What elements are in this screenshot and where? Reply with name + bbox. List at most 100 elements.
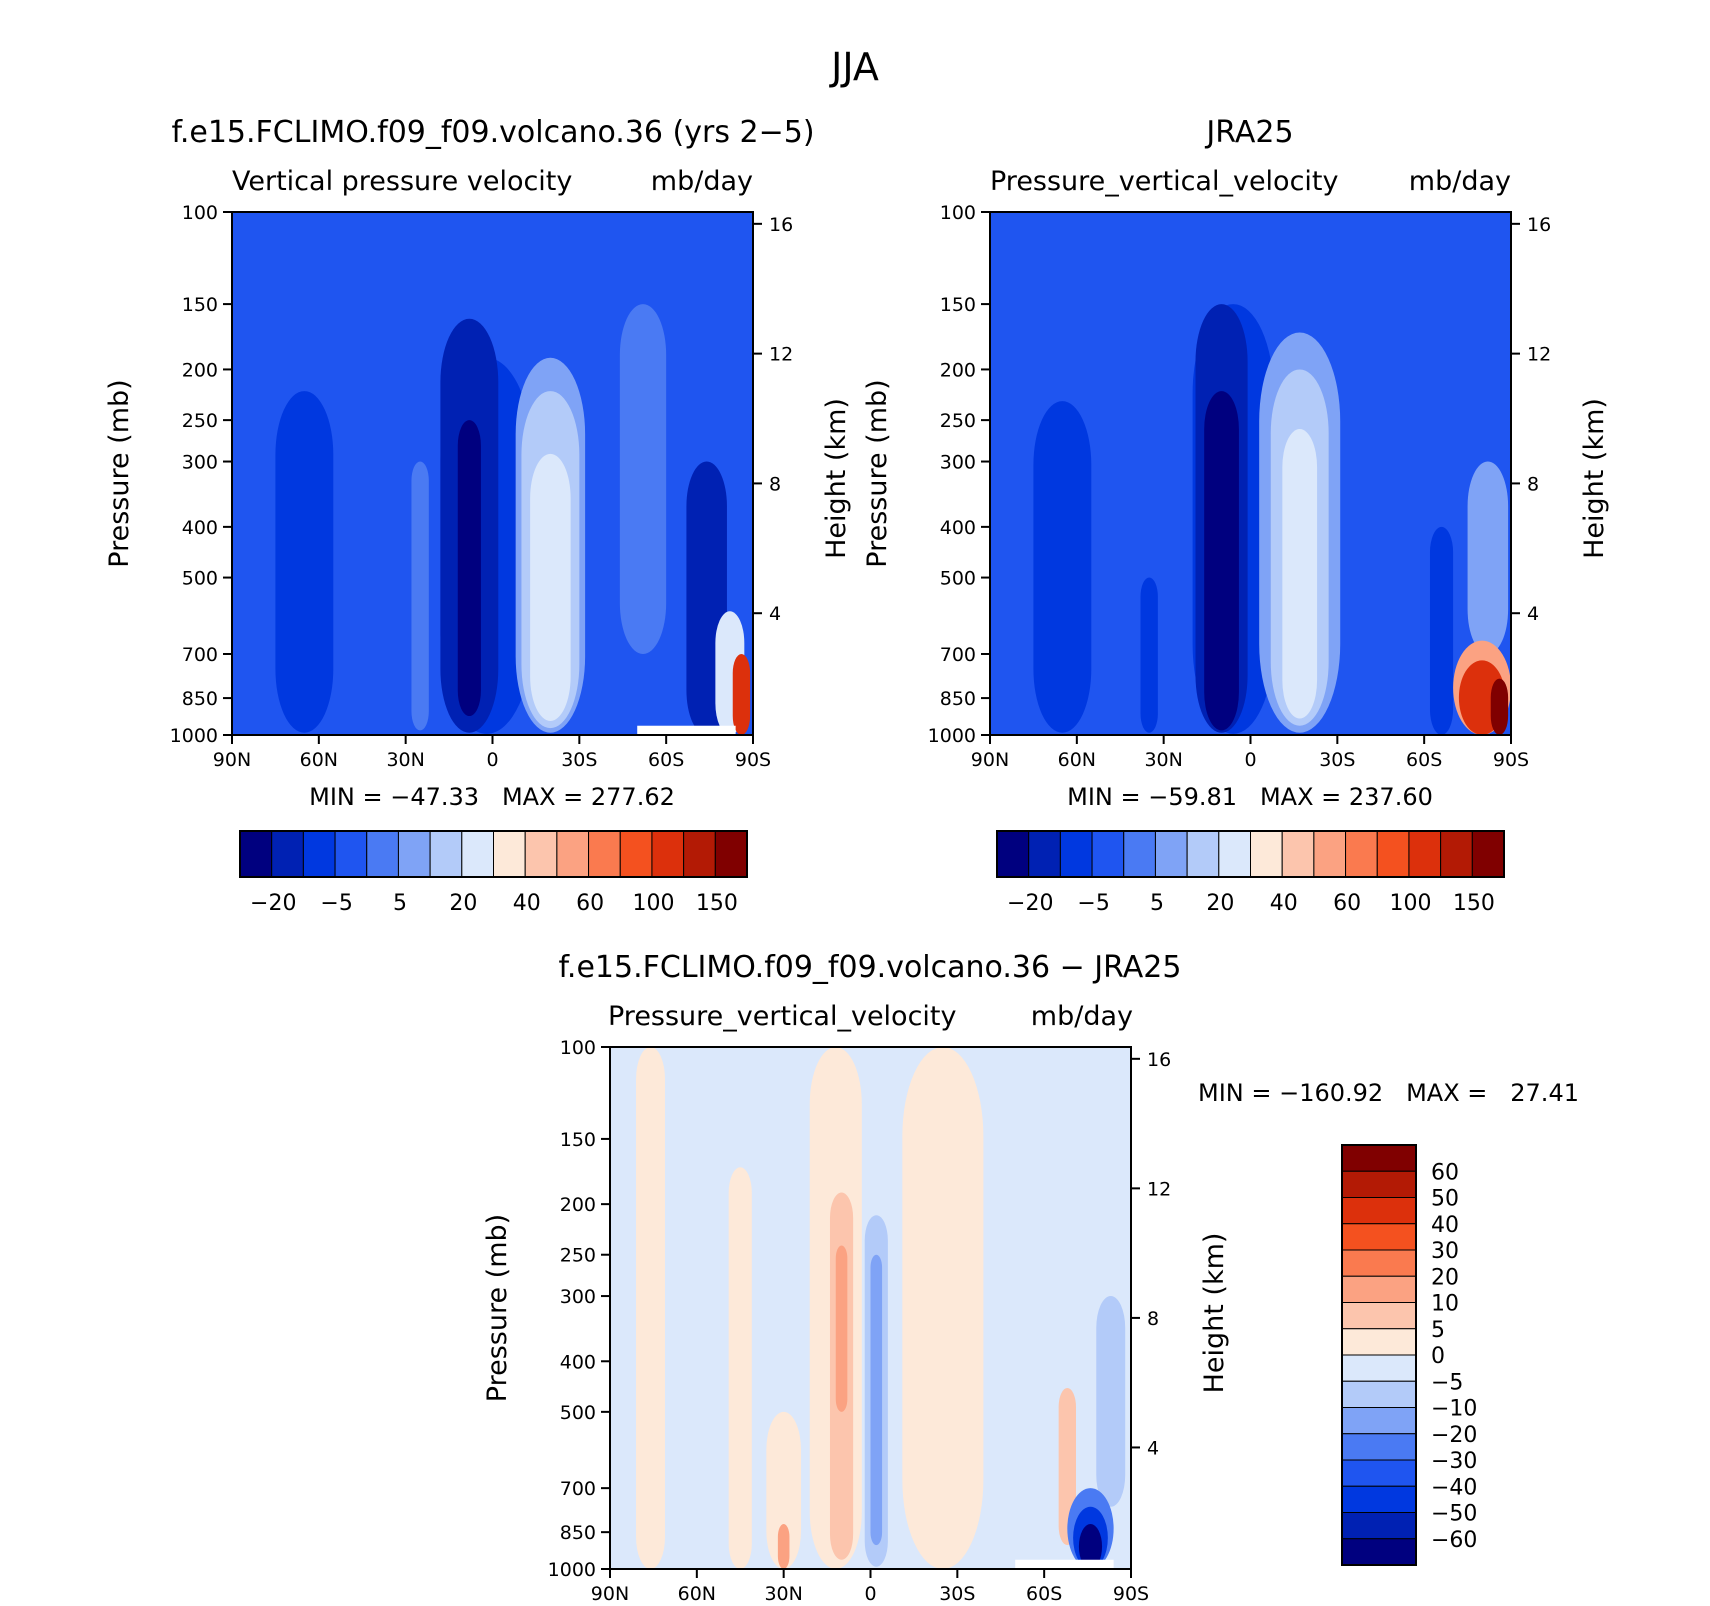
y-tick-label: 700 bbox=[182, 644, 218, 666]
contour-band-1 bbox=[1140, 577, 1158, 733]
colorbar-box bbox=[1313, 830, 1347, 878]
missing-data-area bbox=[1015, 1559, 1114, 1569]
colorbar-label: 40 bbox=[1431, 1213, 1459, 1238]
colorbar-label: 60 bbox=[1333, 891, 1361, 916]
colorbar-box bbox=[1341, 1433, 1417, 1461]
contour-band-9 bbox=[902, 1047, 984, 1569]
y-tick-label: 100 bbox=[560, 1037, 596, 1059]
x-tick-label: 60N bbox=[1058, 749, 1096, 771]
y-tick-label: 500 bbox=[182, 568, 218, 590]
contour-band-12 bbox=[1490, 678, 1509, 735]
contour-band-0 bbox=[636, 1047, 665, 1569]
y-axis-label: Pressure (mb) bbox=[104, 379, 135, 567]
colorbar-label: 5 bbox=[393, 891, 407, 916]
colorbar-label: −50 bbox=[1431, 1502, 1477, 1527]
x-tick-label: 60N bbox=[300, 749, 338, 771]
y-tick-label: 850 bbox=[560, 1522, 596, 1544]
colorbar-label: −20 bbox=[1007, 891, 1053, 916]
colorbar-box bbox=[429, 830, 463, 878]
colorbar-box bbox=[1341, 1302, 1417, 1330]
colorbar-label: 60 bbox=[1431, 1160, 1459, 1185]
panel-obs-stats: MIN = −59.81 MAX = 237.60 bbox=[1067, 783, 1433, 811]
height-axis-label: Height (km) bbox=[1579, 398, 1610, 559]
height-tick-label: 16 bbox=[1147, 1049, 1171, 1071]
colorbar-label: 30 bbox=[1431, 1239, 1459, 1264]
height-tick-label: 8 bbox=[1147, 1308, 1159, 1330]
x-tick-label: 30S bbox=[1319, 749, 1355, 771]
colorbar-box bbox=[302, 830, 336, 878]
contour-band-1 bbox=[728, 1167, 752, 1569]
colorbar-label: 0 bbox=[1431, 1344, 1445, 1369]
y-axis-label: Pressure (mb) bbox=[482, 1214, 513, 1402]
colorbar-box bbox=[1341, 1144, 1417, 1172]
y-tick-label: 400 bbox=[182, 517, 218, 539]
y-tick-label: 700 bbox=[940, 644, 976, 666]
panel-diff-units: mb/day bbox=[1031, 1001, 1133, 1032]
contour-band-4 bbox=[457, 420, 481, 717]
colorbar-label: −20 bbox=[250, 891, 296, 916]
x-tick-label: 0 bbox=[486, 749, 498, 771]
colorbar-label: −20 bbox=[1431, 1423, 1477, 1448]
colorbar-box bbox=[556, 830, 590, 878]
colorbar-box bbox=[651, 830, 685, 878]
colorbar-model: −20 −5 5 20 40 60 100 150 bbox=[239, 830, 748, 916]
colorbar-box bbox=[1345, 830, 1378, 878]
contour-band-14 bbox=[1078, 1524, 1103, 1569]
colorbar-box bbox=[1471, 830, 1505, 878]
contour-band-0 bbox=[1033, 401, 1092, 733]
y-tick-label: 100 bbox=[182, 202, 218, 224]
contour-band-11 bbox=[1096, 1296, 1126, 1507]
y-tick-label: 250 bbox=[182, 410, 218, 432]
colorbar-box bbox=[1341, 1354, 1417, 1382]
colorbar-box bbox=[1376, 830, 1410, 878]
colorbar-label: 150 bbox=[1453, 891, 1495, 916]
x-tick-label: 90N bbox=[213, 749, 251, 771]
colorbar-box bbox=[271, 830, 304, 878]
colorbar-box bbox=[996, 830, 1030, 878]
colorbar-box bbox=[1218, 830, 1251, 878]
y-tick-label: 150 bbox=[182, 294, 218, 316]
colorbar-label: −30 bbox=[1431, 1449, 1477, 1474]
contour-field-diff bbox=[610, 1047, 1131, 1569]
panel-obs-title: JRA25 bbox=[1204, 115, 1293, 150]
panel-diff: f.e15.FCLIMO.f09_f09.volcano.36 − JRA25 … bbox=[482, 950, 1579, 1605]
colorbar-label: 5 bbox=[1150, 891, 1164, 916]
height-tick-label: 8 bbox=[1527, 473, 1539, 495]
y-tick-label: 850 bbox=[182, 688, 218, 710]
y-tick-label: 500 bbox=[560, 1402, 596, 1424]
panel-obs-units: mb/day bbox=[1409, 166, 1511, 197]
contour-band-9 bbox=[1467, 461, 1509, 654]
axes-obs: 100 150 200 250 300 400 500 700 850 1000 Pressure … bbox=[862, 202, 1610, 771]
colorbar-label: 10 bbox=[1431, 1292, 1459, 1317]
colorbar-box bbox=[1028, 830, 1061, 878]
panel-model-variable: Vertical pressure velocity bbox=[232, 166, 572, 197]
x-tick-label: 30N bbox=[1144, 749, 1182, 771]
colorbar-label: 40 bbox=[1270, 891, 1298, 916]
contour-band-2 bbox=[766, 1411, 802, 1569]
colorbar-box bbox=[239, 830, 273, 878]
colorbar-box bbox=[1341, 1512, 1417, 1540]
colorbar-box bbox=[1123, 830, 1156, 878]
contour-band-4 bbox=[1204, 391, 1239, 731]
y-axis-label: Pressure (mb) bbox=[862, 379, 893, 567]
colorbar-box bbox=[1059, 830, 1093, 878]
x-tick-label: 90N bbox=[971, 749, 1009, 771]
height-tick-label: 8 bbox=[769, 473, 781, 495]
colorbar-label: −5 bbox=[1077, 891, 1109, 916]
missing-data-area bbox=[637, 725, 736, 735]
colorbar-label: 60 bbox=[576, 891, 604, 916]
panel-diff-variable: Pressure_vertical_velocity bbox=[608, 1001, 957, 1032]
colorbar-box bbox=[683, 830, 716, 878]
panel-model: f.e15.FCLIMO.f09_f09.volcano.36 (yrs 2−5… bbox=[104, 115, 852, 916]
colorbar-box bbox=[588, 830, 621, 878]
y-tick-label: 200 bbox=[182, 359, 218, 381]
colorbar-label: 20 bbox=[1206, 891, 1234, 916]
panel-model-title: f.e15.FCLIMO.f09_f09.volcano.36 (yrs 2−5… bbox=[171, 115, 814, 150]
contour-band-7 bbox=[1282, 429, 1318, 719]
colorbar-label: 20 bbox=[1431, 1265, 1459, 1290]
height-tick-label: 12 bbox=[769, 344, 793, 366]
colorbar-label: 20 bbox=[449, 891, 477, 916]
y-tick-label: 250 bbox=[940, 410, 976, 432]
colorbar-obs: −20 −5 5 20 40 60 100 150 bbox=[996, 830, 1505, 916]
